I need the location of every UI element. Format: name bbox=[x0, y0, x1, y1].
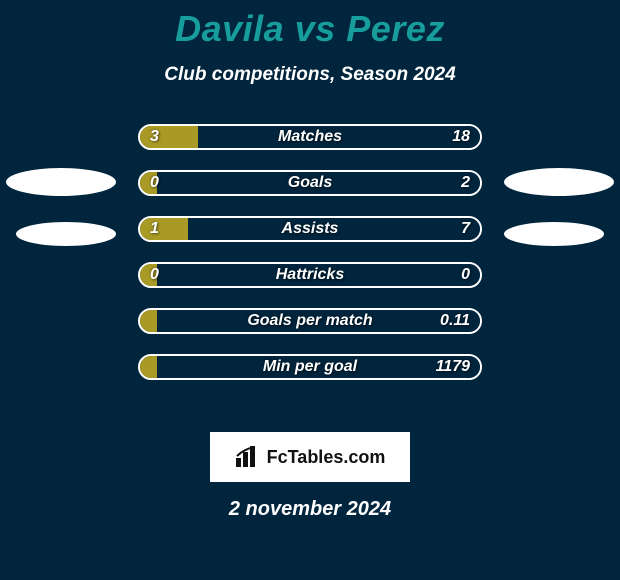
stat-row: 0.11Goals per match bbox=[0, 308, 620, 334]
fctables-icon bbox=[235, 446, 261, 468]
stat-row: 17Assists bbox=[0, 216, 620, 242]
player-left-name: Davila bbox=[175, 8, 284, 49]
date: 2 november 2024 bbox=[0, 498, 620, 521]
title-vs: vs bbox=[295, 8, 336, 49]
player-right-name: Perez bbox=[346, 8, 445, 49]
stat-label: Assists bbox=[138, 216, 482, 242]
stat-label: Hattricks bbox=[138, 262, 482, 288]
subtitle: Club competitions, Season 2024 bbox=[0, 64, 620, 86]
stat-row: 318Matches bbox=[0, 124, 620, 150]
stats-bars: 318Matches 02Goals 17Assists 00Hattricks 0.1… bbox=[0, 124, 620, 380]
stat-row: 00Hattricks bbox=[0, 262, 620, 288]
fctables-label: FcTables.com bbox=[267, 447, 386, 468]
stat-label: Goals bbox=[138, 170, 482, 196]
stat-label: Min per goal bbox=[138, 354, 482, 380]
page-title: Davila vs Perez bbox=[0, 0, 620, 50]
fctables-badge: FcTables.com bbox=[210, 432, 410, 482]
stat-label: Matches bbox=[138, 124, 482, 150]
stat-row: 1179Min per goal bbox=[0, 354, 620, 380]
stat-row: 02Goals bbox=[0, 170, 620, 196]
stat-label: Goals per match bbox=[138, 308, 482, 334]
comparison-infographic: Davila vs Perez Club competitions, Seaso… bbox=[0, 0, 620, 580]
